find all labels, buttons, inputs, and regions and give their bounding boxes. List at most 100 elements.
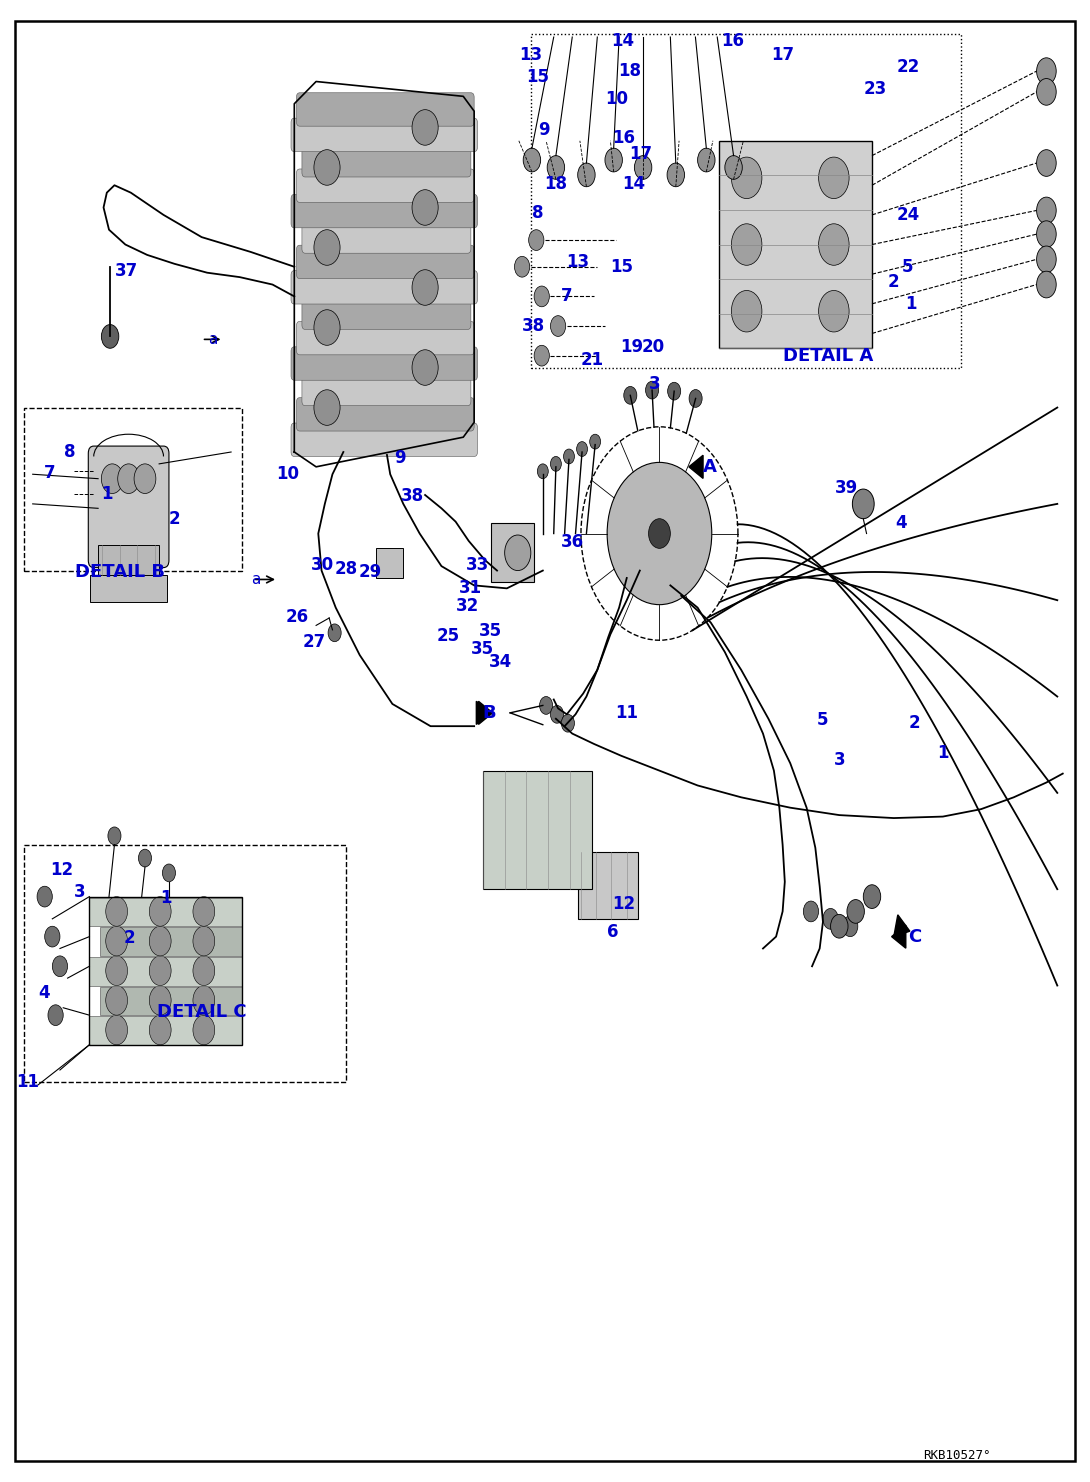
Text: 32: 32 [456, 597, 480, 615]
Text: 1: 1 [160, 889, 171, 907]
Text: 34: 34 [488, 654, 512, 671]
Text: 1: 1 [101, 485, 112, 502]
Circle shape [550, 316, 566, 336]
FancyBboxPatch shape [291, 271, 477, 304]
Text: 27: 27 [302, 633, 326, 651]
Circle shape [314, 390, 340, 425]
Text: 2: 2 [169, 510, 180, 528]
Text: 25: 25 [436, 627, 460, 645]
Circle shape [667, 163, 685, 187]
Circle shape [607, 462, 712, 605]
Circle shape [412, 350, 438, 385]
Text: 5: 5 [818, 711, 828, 729]
Circle shape [590, 434, 601, 449]
Bar [578, 852, 638, 919]
Text: 1: 1 [937, 744, 948, 762]
Text: 18: 18 [618, 62, 642, 80]
Circle shape [1037, 79, 1056, 105]
Circle shape [412, 190, 438, 225]
Text: 8: 8 [64, 443, 75, 461]
Circle shape [540, 697, 553, 714]
Bar [490, 523, 534, 582]
Circle shape [649, 519, 670, 548]
Circle shape [529, 230, 544, 250]
Bar [89, 957, 242, 986]
Text: 38: 38 [521, 317, 545, 335]
FancyBboxPatch shape [302, 296, 471, 329]
Circle shape [106, 986, 128, 1015]
Circle shape [623, 387, 637, 405]
Circle shape [634, 156, 652, 179]
Circle shape [523, 148, 541, 172]
Circle shape [547, 156, 565, 179]
Circle shape [314, 150, 340, 185]
Circle shape [134, 464, 156, 494]
Text: 7: 7 [561, 288, 572, 305]
Circle shape [314, 310, 340, 345]
Text: 29: 29 [359, 563, 383, 581]
Circle shape [831, 914, 848, 938]
Circle shape [561, 714, 574, 732]
Circle shape [689, 390, 702, 408]
Text: 16: 16 [720, 33, 744, 50]
Bar [376, 548, 403, 578]
Text: 23: 23 [863, 80, 887, 98]
Text: 28: 28 [335, 560, 359, 578]
Circle shape [37, 886, 52, 907]
Circle shape [52, 956, 68, 977]
Polygon shape [476, 701, 490, 725]
FancyBboxPatch shape [302, 372, 471, 406]
Circle shape [514, 256, 530, 277]
Circle shape [803, 901, 819, 922]
Circle shape [698, 148, 715, 172]
Circle shape [863, 885, 881, 908]
Bar [100, 987, 242, 1015]
Bar [89, 1017, 242, 1045]
Bar [89, 898, 242, 926]
Text: 17: 17 [629, 145, 653, 163]
Circle shape [1037, 197, 1056, 224]
Circle shape [314, 230, 340, 265]
Text: 33: 33 [465, 556, 489, 574]
Text: C: C [908, 928, 921, 946]
Text: 13: 13 [519, 46, 543, 64]
Circle shape [847, 900, 864, 923]
FancyBboxPatch shape [302, 144, 471, 176]
FancyBboxPatch shape [296, 397, 474, 431]
Circle shape [149, 926, 171, 956]
Circle shape [149, 986, 171, 1015]
Circle shape [1037, 58, 1056, 84]
Circle shape [1037, 271, 1056, 298]
Circle shape [149, 897, 171, 926]
Circle shape [550, 456, 561, 471]
Text: 31: 31 [459, 579, 483, 597]
Bar [531, 34, 961, 368]
Circle shape [1037, 246, 1056, 273]
Text: DETAIL C: DETAIL C [157, 1003, 246, 1021]
Circle shape [108, 827, 121, 845]
Circle shape [605, 148, 622, 172]
Text: 10: 10 [276, 465, 300, 483]
Circle shape [819, 157, 849, 199]
Text: 11: 11 [15, 1073, 39, 1091]
Circle shape [1037, 150, 1056, 176]
Circle shape [550, 705, 564, 723]
Circle shape [138, 849, 152, 867]
Polygon shape [894, 914, 910, 937]
Circle shape [819, 224, 849, 265]
Circle shape [505, 535, 531, 571]
Text: 19: 19 [620, 338, 644, 356]
Circle shape [534, 345, 549, 366]
Text: 3: 3 [650, 375, 661, 393]
Bar [719, 141, 872, 348]
FancyBboxPatch shape [291, 347, 477, 381]
Bar [100, 928, 242, 956]
Circle shape [823, 908, 838, 929]
Circle shape [193, 986, 215, 1015]
Bar [98, 545, 159, 575]
Circle shape [193, 897, 215, 926]
Text: 30: 30 [311, 556, 335, 574]
Circle shape [328, 624, 341, 642]
Text: 3: 3 [74, 883, 85, 901]
Circle shape [819, 290, 849, 332]
